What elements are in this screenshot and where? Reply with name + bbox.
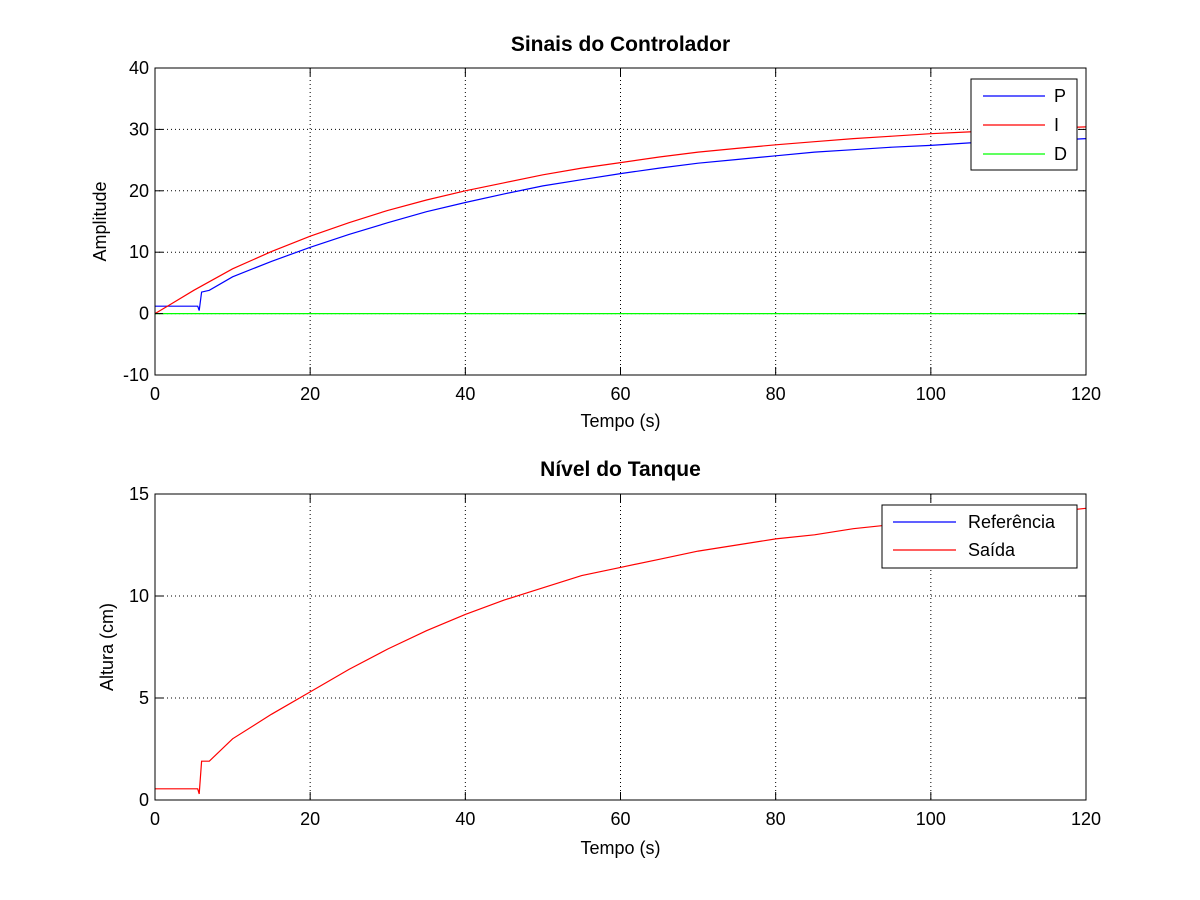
x-tick-label: 80: [766, 384, 786, 404]
x-tick-label: 120: [1071, 809, 1101, 829]
legend: Referência Saída: [881, 504, 1078, 569]
x-tick-label: 60: [610, 384, 630, 404]
series-line-i: [154, 126, 1087, 315]
series-lines: [154, 126, 1087, 315]
tank-level-plot: Nível do Tanque 0 20 40 60 80 100 120 0 5 10 15 Te…: [97, 458, 1101, 858]
legend-box: [881, 504, 1078, 569]
x-tick-label: 40: [455, 384, 475, 404]
legend-label: P: [1054, 86, 1066, 106]
plot-title: Sinais do Controlador: [511, 33, 730, 56]
x-tick-label: 100: [916, 809, 946, 829]
x-tick-label: 120: [1071, 384, 1101, 404]
grid-lines: [155, 494, 1086, 800]
axis-ticks: 0 20 40 60 80 100 120 0 5 10 15: [129, 484, 1101, 829]
x-tick-label: 20: [300, 809, 320, 829]
y-tick-label: 10: [129, 586, 149, 606]
y-tick-label: 5: [139, 688, 149, 708]
x-tick-label: 20: [300, 384, 320, 404]
x-tick-label: 0: [150, 809, 160, 829]
x-axis-label: Tempo (s): [580, 411, 660, 431]
x-tick-label: 60: [610, 809, 630, 829]
y-tick-label: 20: [129, 181, 149, 201]
legend: PID: [970, 78, 1078, 171]
legend-label: Saída: [968, 540, 1016, 560]
y-tick-label: 0: [139, 304, 149, 324]
x-tick-label: 40: [455, 809, 475, 829]
y-tick-label: 40: [129, 58, 149, 78]
legend-label: D: [1054, 144, 1067, 164]
legend-label: I: [1054, 115, 1059, 135]
x-axis-label: Tempo (s): [580, 838, 660, 858]
y-tick-label: 10: [129, 242, 149, 262]
x-tick-label: 80: [766, 809, 786, 829]
x-tick-label: 100: [916, 384, 946, 404]
plot-title: Nível do Tanque: [540, 458, 701, 481]
legend-label: Referência: [968, 512, 1056, 532]
y-tick-label: 15: [129, 484, 149, 504]
y-axis-label: Amplitude: [90, 181, 110, 261]
plot-area: [155, 68, 1086, 375]
y-axis-label: Altura (cm): [97, 603, 117, 691]
y-tick-label: 30: [129, 119, 149, 139]
series-line-p: [155, 138, 1087, 311]
y-tick-label: -10: [123, 365, 149, 385]
y-tick-label: 0: [139, 790, 149, 810]
controller-signals-plot: Sinais do Controlador 0 20 40 60 80 100 120-10…: [90, 33, 1101, 431]
x-tick-label: 0: [150, 384, 160, 404]
